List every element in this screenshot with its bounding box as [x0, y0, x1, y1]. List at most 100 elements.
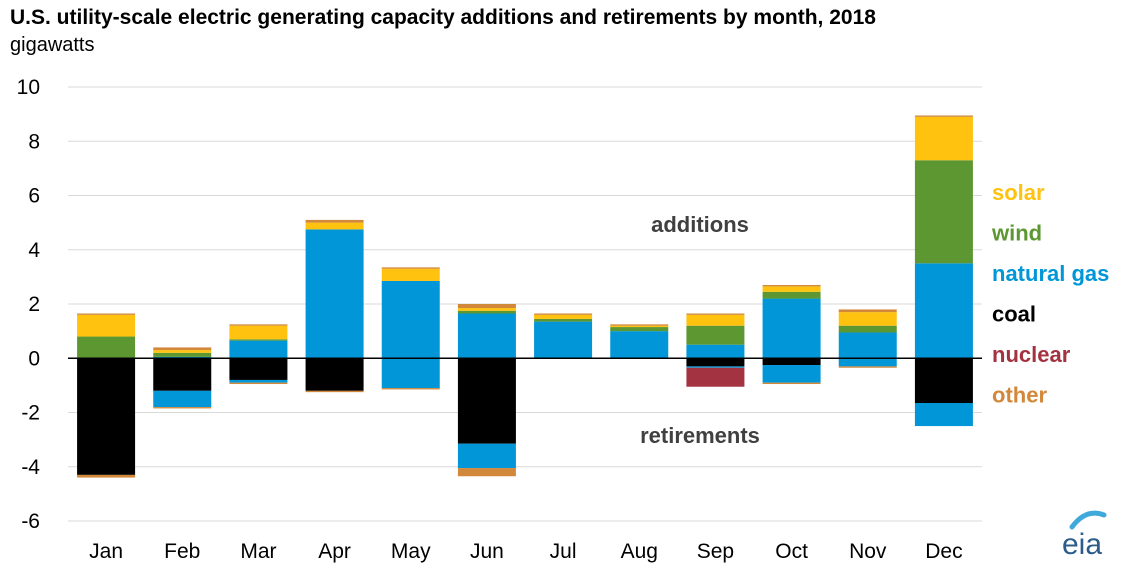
bar-retirement-coal [77, 358, 136, 475]
bar-addition-wind [77, 336, 136, 359]
bar-addition-other [838, 309, 897, 313]
y-axis-ticks: 10 8 6 4 2 0 -2 -4 -6 [17, 76, 41, 533]
bar-addition-other [381, 267, 440, 269]
bar-addition-natural-gas [534, 321, 593, 359]
bar-retirement-natural-gas [381, 358, 440, 389]
bar-retirement-natural-gas [153, 390, 212, 408]
x-tick-label: Feb [164, 540, 200, 563]
x-tick-label: Jun [470, 540, 504, 563]
bar-addition-natural-gas [838, 332, 897, 359]
bar-retirement-other [457, 468, 516, 477]
chart-title: U.S. utility-scale electric generating c… [10, 6, 876, 29]
x-tick-label: May [391, 540, 431, 563]
x-tick-label: Oct [775, 540, 808, 563]
bar-addition-other [305, 219, 364, 223]
x-axis-ticks: Jan Feb Mar Apr May Jun Jul Aug Sep Oct Nov Dec [89, 540, 962, 563]
retirements-annotation: retirements [640, 423, 760, 448]
bar-addition-solar [914, 116, 973, 161]
y-axis-units-label: gigawatts [10, 34, 95, 56]
bar-retirement-natural-gas [229, 379, 288, 383]
y-tick-label: 6 [28, 185, 40, 208]
bar-addition-natural-gas [457, 313, 516, 359]
bar-addition-other [762, 285, 821, 287]
bar-addition-wind [229, 339, 288, 341]
y-tick-label: 10 [17, 76, 40, 99]
bar-addition-solar [838, 312, 897, 326]
bar-addition-natural-gas [610, 331, 669, 359]
bar-addition-solar [153, 350, 212, 353]
bar-retirement-other [838, 366, 897, 368]
bar-addition-solar [686, 314, 745, 326]
bars [77, 115, 973, 478]
x-tick-label: Nov [849, 540, 887, 563]
bar-addition-solar [381, 268, 440, 281]
bar-retirement-coal [762, 358, 821, 366]
bar-retirement-other [153, 407, 212, 409]
bar-addition-natural-gas [762, 298, 821, 359]
bar-addition-other [457, 304, 516, 309]
eia-logo-text: eia [1062, 528, 1102, 561]
bar-retirement-other [229, 382, 288, 385]
bar-addition-other [914, 115, 973, 117]
bar-retirement-other [305, 390, 364, 393]
legend-entry-nuclear: nuclear [992, 342, 1071, 367]
bar-addition-solar [457, 308, 516, 311]
bar-addition-solar [762, 286, 821, 292]
bar-addition-other [77, 313, 136, 315]
legend-entry-other: other [992, 383, 1047, 408]
legend-entry-coal: coal [992, 302, 1036, 327]
bar-retirement-coal [305, 358, 364, 391]
bar-retirement-other [77, 474, 136, 478]
bar-retirement-coal [914, 358, 973, 404]
legend-entry-solar: solar [992, 180, 1045, 205]
legend: solar wind natural gas coal nuclear other [991, 180, 1109, 408]
bar-addition-natural-gas [305, 229, 364, 359]
bar-retirement-natural-gas [914, 403, 973, 427]
bar-addition-solar [77, 314, 136, 337]
bar-addition-solar [229, 325, 288, 340]
y-tick-label: 2 [28, 293, 40, 316]
bar-addition-wind [838, 325, 897, 333]
bar-retirement-natural-gas [457, 443, 516, 469]
y-tick-label: 4 [28, 239, 40, 262]
bar-retirement-coal [153, 358, 212, 391]
bar-addition-natural-gas [914, 263, 973, 359]
bar-retirement-other [762, 382, 821, 385]
bar-addition-other [686, 313, 745, 315]
x-tick-label: Dec [925, 540, 962, 563]
bar-addition-natural-gas [229, 340, 288, 359]
legend-entry-natural-gas: natural gas [992, 261, 1109, 286]
bar-addition-other [229, 324, 288, 326]
x-tick-label: Aug [621, 540, 658, 563]
eia-logo-swoosh-icon [1069, 510, 1107, 530]
bar-retirement-natural-gas [686, 366, 745, 368]
y-tick-label: 8 [28, 130, 40, 153]
y-tick-label: -4 [21, 456, 40, 479]
x-tick-label: Apr [318, 540, 351, 563]
eia-logo: eia [1062, 510, 1107, 561]
x-tick-label: Mar [240, 540, 276, 563]
additions-annotation: additions [651, 212, 749, 237]
bar-retirement-natural-gas [762, 365, 821, 383]
bar-addition-other [610, 324, 669, 326]
y-tick-label: -6 [21, 510, 40, 533]
bar-addition-natural-gas [381, 280, 440, 359]
legend-entry-wind: wind [991, 221, 1042, 246]
bar-addition-wind [534, 318, 593, 322]
bar-addition-other [153, 347, 212, 351]
bar-addition-other [534, 313, 593, 315]
y-tick-label: -2 [21, 402, 40, 425]
bar-retirement-coal [686, 358, 745, 367]
x-tick-label: Jan [89, 540, 123, 563]
bar-retirement-natural-gas [838, 358, 897, 367]
gridlines [68, 86, 982, 522]
bar-retirement-nuclear [686, 367, 745, 387]
bar-retirement-coal [229, 358, 288, 380]
y-tick-label: 0 [28, 347, 40, 370]
bar-addition-wind [610, 327, 669, 332]
bar-addition-wind [457, 310, 516, 314]
x-tick-label: Sep [697, 540, 734, 563]
bar-addition-wind [914, 160, 973, 264]
bar-addition-wind [762, 291, 821, 299]
